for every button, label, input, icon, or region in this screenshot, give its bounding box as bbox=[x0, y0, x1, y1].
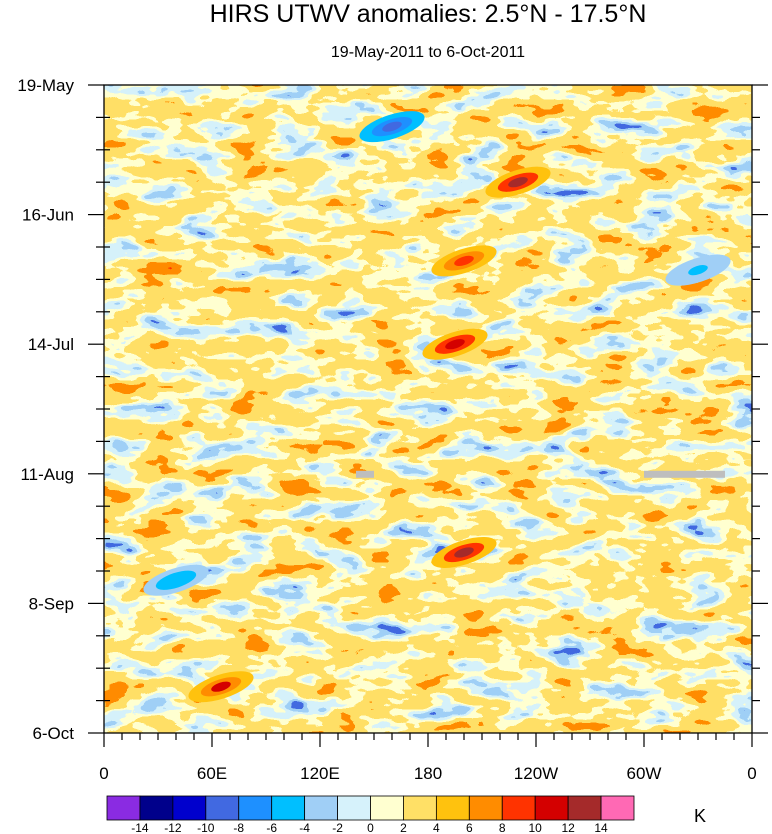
colorbar-level-label: 2 bbox=[400, 821, 407, 834]
colorbar-level-label: -14 bbox=[131, 821, 149, 834]
x-tick-label: 60W bbox=[627, 764, 662, 783]
y-tick-label: 8-Sep bbox=[29, 594, 74, 613]
x-axis: 0 60E 120E 180 120W 60W 0 bbox=[99, 733, 757, 783]
colorbar-level-label: 4 bbox=[433, 821, 440, 834]
colorbar-swatch bbox=[304, 795, 338, 821]
anomaly-feature bbox=[188, 671, 254, 703]
anomaly-feature bbox=[422, 328, 488, 360]
colorbar-level-label: 6 bbox=[466, 821, 473, 834]
x-tick-label: 180 bbox=[414, 764, 442, 783]
anomaly-features bbox=[143, 111, 731, 703]
x-tick-label: 0 bbox=[99, 764, 108, 783]
y-tick-label: 14-Jul bbox=[28, 335, 74, 354]
x-tick-label: 60E bbox=[197, 764, 227, 783]
colorbar: -14 -12 -10 -8 -6 -4 -2 0 2 4 6 8 10 12 14 bbox=[106, 795, 635, 834]
colorbar-level-label: 12 bbox=[561, 821, 575, 834]
y-tick-label: 16-Jun bbox=[22, 206, 74, 225]
colorbar-level-label: -12 bbox=[164, 821, 182, 834]
colorbar-swatch bbox=[534, 795, 569, 821]
colorbar-unit: K bbox=[694, 806, 706, 826]
x-tick-label: 120W bbox=[514, 764, 558, 783]
anomaly-feature bbox=[143, 564, 209, 596]
y-tick-label: 19-May bbox=[17, 76, 74, 95]
anomaly-field bbox=[104, 85, 752, 733]
anomaly-feature bbox=[431, 536, 497, 568]
colorbar-swatch bbox=[600, 795, 635, 821]
colorbar-level-label: -8 bbox=[233, 821, 244, 834]
colorbar-swatch bbox=[370, 795, 404, 821]
colorbar-swatch bbox=[238, 795, 273, 821]
anomaly-feature bbox=[431, 245, 497, 277]
missing-data-layer bbox=[356, 470, 725, 478]
missing-data-patch bbox=[356, 470, 374, 478]
colorbar-swatch bbox=[205, 795, 240, 821]
colorbar-swatch bbox=[139, 795, 174, 821]
colorbar-swatch bbox=[468, 795, 503, 821]
missing-data-patch bbox=[644, 470, 725, 478]
colorbar-swatch bbox=[435, 795, 470, 821]
chart-title: HIRS UTWV anomalies: 2.5°N - 17.5°N bbox=[210, 0, 647, 28]
colorbar-level-label: -4 bbox=[299, 821, 310, 834]
colorbar-swatch bbox=[337, 795, 371, 821]
colorbar-swatch bbox=[501, 795, 536, 821]
colorbar-level-label: -2 bbox=[332, 821, 343, 834]
anomaly-feature bbox=[665, 254, 731, 286]
colorbar-swatch bbox=[271, 795, 306, 821]
colorbar-level-label: 8 bbox=[499, 821, 506, 834]
chart-subtitle: 19-May-2011 to 6-Oct-2011 bbox=[331, 44, 525, 61]
colorbar-level-label: 10 bbox=[529, 821, 543, 834]
y-axis: 19-May 16-Jun 14-Jul 11-Aug 8-Sep 6-Oct bbox=[17, 76, 768, 743]
anomaly-feature bbox=[485, 166, 551, 198]
colorbar-level-label: -6 bbox=[266, 821, 277, 834]
y-tick-label: 6-Oct bbox=[32, 724, 74, 743]
colorbar-swatch bbox=[172, 795, 207, 821]
colorbar-level-label: -10 bbox=[197, 821, 215, 834]
anomaly-texture bbox=[104, 85, 752, 733]
colorbar-swatch bbox=[403, 795, 437, 821]
colorbar-swatch bbox=[106, 795, 141, 821]
x-tick-label: 0 bbox=[747, 764, 756, 783]
y-tick-label: 11-Aug bbox=[20, 465, 74, 484]
colorbar-level-label: 0 bbox=[367, 821, 374, 834]
colorbar-level-label: 14 bbox=[594, 821, 608, 834]
colorbar-swatch bbox=[567, 795, 602, 821]
x-tick-label: 120E bbox=[300, 764, 340, 783]
anomaly-feature bbox=[359, 111, 425, 143]
